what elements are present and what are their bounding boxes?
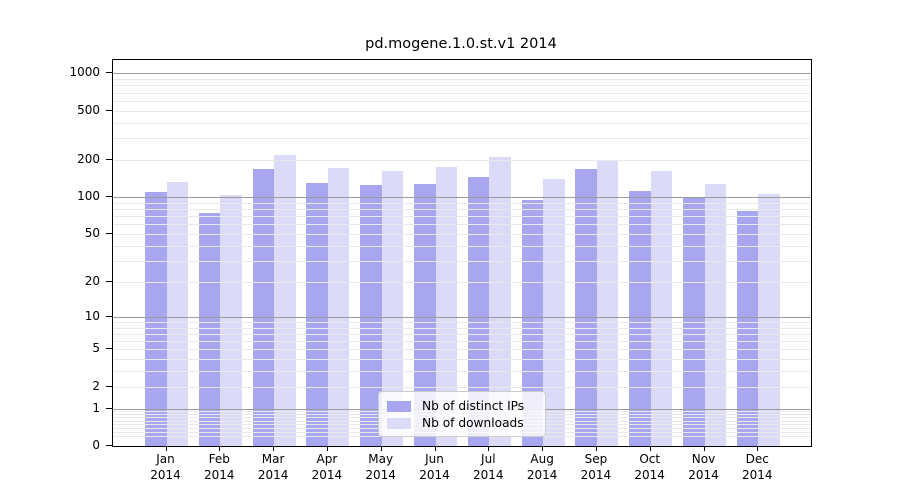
y-tick-label: 0 [92, 438, 100, 452]
gridline-minor [113, 79, 811, 80]
legend-label-downloads: Nb of downloads [422, 416, 524, 430]
y-tick-label: 200 [77, 151, 100, 166]
x-tick [165, 446, 167, 451]
bar-distinct-ips-jul [467, 176, 490, 446]
bar-downloads-sep [596, 159, 619, 446]
legend-label-distinct-ips: Nb of distinct IPs [422, 399, 525, 413]
y-tick [106, 445, 112, 446]
x-tick [380, 446, 382, 451]
x-tick-label-jul: Jul 2014 [473, 452, 504, 482]
x-tick-label-jan: Jan 2014 [150, 452, 181, 482]
legend-swatch-distinct-ips [387, 400, 411, 412]
bar-distinct-ips-oct [629, 191, 651, 446]
x-tick [326, 446, 328, 451]
x-tick [703, 446, 705, 451]
x-tick-label-aug: Aug 2014 [526, 452, 558, 482]
gridline-minor [113, 159, 811, 161]
plot-area [112, 59, 812, 447]
y-tick [106, 158, 112, 160]
gridline-minor [113, 138, 811, 140]
y-tick [106, 348, 112, 350]
bar-distinct-ips-mar [252, 168, 275, 446]
bar-downloads-dec [758, 194, 780, 446]
bar-distinct-ips-dec [736, 211, 759, 446]
y-tick [106, 109, 112, 111]
gridline-minor [113, 100, 811, 102]
x-tick [757, 446, 759, 451]
y-tick-label: 20 [84, 273, 100, 288]
bar-downloads-jun [435, 166, 457, 446]
y-tick-label: 1 [92, 400, 100, 415]
x-tick [488, 446, 490, 451]
bar-distinct-ips-jun [414, 183, 436, 446]
bar-distinct-ips-jan [145, 191, 167, 446]
bar-downloads-jan [166, 181, 188, 446]
y-tick-label: 500 [77, 102, 100, 117]
bar-downloads-feb [220, 194, 242, 446]
bar-downloads-nov [704, 183, 726, 446]
bar-distinct-ips-sep [575, 168, 597, 446]
gridline-minor [113, 85, 811, 87]
y-tick-label: 5 [92, 341, 100, 356]
bar-distinct-ips-may [360, 185, 382, 446]
x-tick-label-oct: Oct 2014 [634, 452, 665, 482]
bar-downloads-aug [543, 179, 565, 446]
x-tick-label-mar: Mar 2014 [257, 452, 289, 482]
x-tick [273, 446, 275, 451]
x-tick-label-dec: Dec 2014 [742, 452, 773, 482]
x-tick [595, 446, 597, 451]
x-tick [649, 446, 651, 451]
x-tick [434, 446, 436, 451]
bar-downloads-mar [274, 154, 296, 446]
y-tick [106, 72, 112, 74]
gridline-minor [113, 122, 811, 124]
x-tick-label-sep: Sep 2014 [580, 452, 612, 482]
chart-title: pd.mogene.1.0.st.v1 2014 [365, 36, 557, 52]
y-tick-label: 1000 [69, 65, 100, 80]
y-tick [106, 385, 112, 387]
legend-item-downloads: Nb of downloads [387, 415, 537, 431]
y-tick [106, 196, 112, 198]
x-tick [542, 446, 544, 451]
x-tick-label-apr: Apr 2014 [311, 452, 343, 482]
bar-downloads-jul [489, 157, 511, 446]
legend: Nb of distinct IPs Nb of downloads [378, 391, 546, 437]
x-tick [219, 446, 221, 451]
bar-distinct-ips-feb [198, 213, 221, 446]
bar-downloads-oct [650, 170, 673, 446]
y-tick-label: 2 [92, 378, 100, 393]
bar-downloads-apr [327, 168, 350, 446]
x-tick-label-may: May 2014 [365, 452, 396, 482]
x-tick-label-feb: Feb 2014 [204, 452, 235, 482]
y-tick [106, 315, 112, 317]
legend-item-distinct-ips: Nb of distinct IPs [387, 398, 537, 414]
gridline-major [113, 73, 811, 75]
x-tick-label-jun: Jun 2014 [419, 452, 450, 482]
bar-downloads-may [381, 170, 404, 446]
gridline-minor [113, 110, 811, 112]
gridline-minor [113, 92, 811, 94]
y-tick [106, 280, 112, 282]
bar-distinct-ips-nov [683, 197, 705, 446]
x-tick-label-nov: Nov 2014 [688, 452, 719, 482]
legend-swatch-downloads [387, 417, 411, 429]
y-tick-label: 10 [84, 308, 100, 323]
y-tick-label: 100 [77, 189, 100, 204]
bar-distinct-ips-apr [306, 182, 328, 446]
y-tick-label: 50 [84, 225, 100, 240]
y-tick [106, 407, 112, 409]
y-tick [106, 232, 112, 234]
